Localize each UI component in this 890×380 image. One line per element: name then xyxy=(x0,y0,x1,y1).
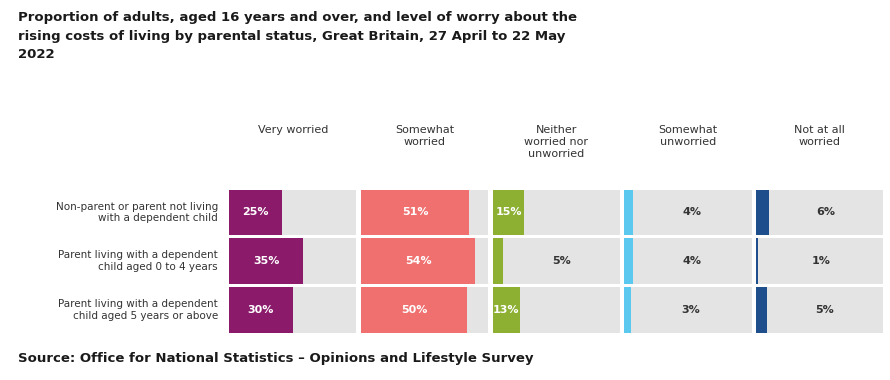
Text: 5%: 5% xyxy=(552,256,570,266)
Bar xyxy=(756,190,884,235)
Bar xyxy=(625,238,633,284)
Bar xyxy=(756,287,766,333)
Bar xyxy=(361,238,475,284)
Text: Somewhat
worried: Somewhat worried xyxy=(395,125,454,147)
Text: Parent living with a dependent
child aged 0 to 4 years: Parent living with a dependent child age… xyxy=(59,250,218,272)
Bar xyxy=(361,190,469,235)
Bar xyxy=(230,287,357,333)
Bar xyxy=(230,190,282,235)
Bar xyxy=(756,238,884,284)
Text: 35%: 35% xyxy=(253,256,279,266)
Bar xyxy=(230,287,293,333)
Bar xyxy=(625,287,752,333)
Text: 3%: 3% xyxy=(682,305,700,315)
Bar xyxy=(625,190,752,235)
Bar xyxy=(756,238,758,284)
Text: 30%: 30% xyxy=(247,305,274,315)
Bar xyxy=(625,238,752,284)
Text: Neither
worried nor
unworried: Neither worried nor unworried xyxy=(524,125,588,158)
Bar xyxy=(230,238,357,284)
Text: 13%: 13% xyxy=(493,305,520,315)
Text: 6%: 6% xyxy=(816,207,836,217)
Bar xyxy=(492,287,520,333)
Bar xyxy=(492,238,503,284)
Bar xyxy=(230,238,303,284)
Text: Not at all
worried: Not at all worried xyxy=(794,125,846,147)
Bar xyxy=(361,287,489,333)
Bar xyxy=(756,287,884,333)
Text: 51%: 51% xyxy=(401,207,428,217)
Bar xyxy=(625,190,633,235)
Bar xyxy=(492,238,619,284)
Text: 5%: 5% xyxy=(815,305,834,315)
Text: Source: Office for National Statistics – Opinions and Lifestyle Survey: Source: Office for National Statistics –… xyxy=(18,352,533,365)
Bar xyxy=(361,190,489,235)
Bar xyxy=(361,238,489,284)
Text: 4%: 4% xyxy=(683,207,701,217)
Text: 54%: 54% xyxy=(405,256,432,266)
Text: 25%: 25% xyxy=(242,207,269,217)
Text: 50%: 50% xyxy=(400,305,427,315)
Bar xyxy=(492,190,524,235)
Bar xyxy=(625,287,631,333)
Text: 4%: 4% xyxy=(683,256,701,266)
Text: 1%: 1% xyxy=(812,256,830,266)
Bar xyxy=(756,190,769,235)
Text: Very worried: Very worried xyxy=(257,125,328,135)
Text: Parent living with a dependent
child aged 5 years or above: Parent living with a dependent child age… xyxy=(59,299,218,321)
Bar xyxy=(361,287,467,333)
Text: 15%: 15% xyxy=(495,207,522,217)
Text: Proportion of adults, aged 16 years and over, and level of worry about the
risin: Proportion of adults, aged 16 years and … xyxy=(18,11,577,62)
Bar xyxy=(492,190,619,235)
Bar xyxy=(492,287,619,333)
Text: Non-parent or parent not living
with a dependent child: Non-parent or parent not living with a d… xyxy=(56,202,218,223)
Bar xyxy=(230,190,357,235)
Text: Somewhat
unworried: Somewhat unworried xyxy=(659,125,717,147)
